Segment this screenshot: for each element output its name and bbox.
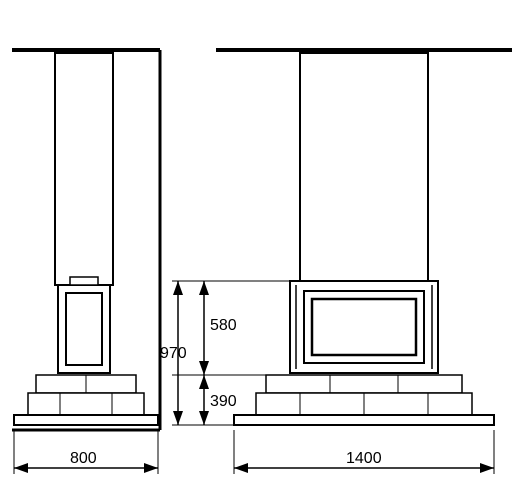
- right-stove-screen: [312, 299, 416, 355]
- label-800: 800: [70, 450, 97, 467]
- left-base-plate: [14, 415, 158, 425]
- right-base-tier1: [266, 375, 462, 393]
- label-580: 580: [210, 317, 237, 334]
- right-elevation: 1400 970 580 390: [160, 50, 512, 474]
- right-chimney: [300, 53, 428, 281]
- technical-drawing: 800 1400: [0, 0, 526, 500]
- left-base-tier2: [28, 393, 144, 415]
- label-390: 390: [210, 393, 237, 410]
- dim-800: 800: [14, 430, 158, 474]
- left-chimney: [55, 53, 113, 285]
- label-970: 970: [160, 345, 187, 362]
- left-stove-connector: [70, 277, 98, 285]
- label-1400: 1400: [346, 450, 382, 467]
- right-base-plate: [234, 415, 494, 425]
- dim-1400: 1400: [234, 430, 494, 474]
- drawing-svg: 800 1400: [0, 0, 526, 500]
- left-elevation: 800: [12, 50, 160, 474]
- left-stove-inner: [66, 293, 102, 365]
